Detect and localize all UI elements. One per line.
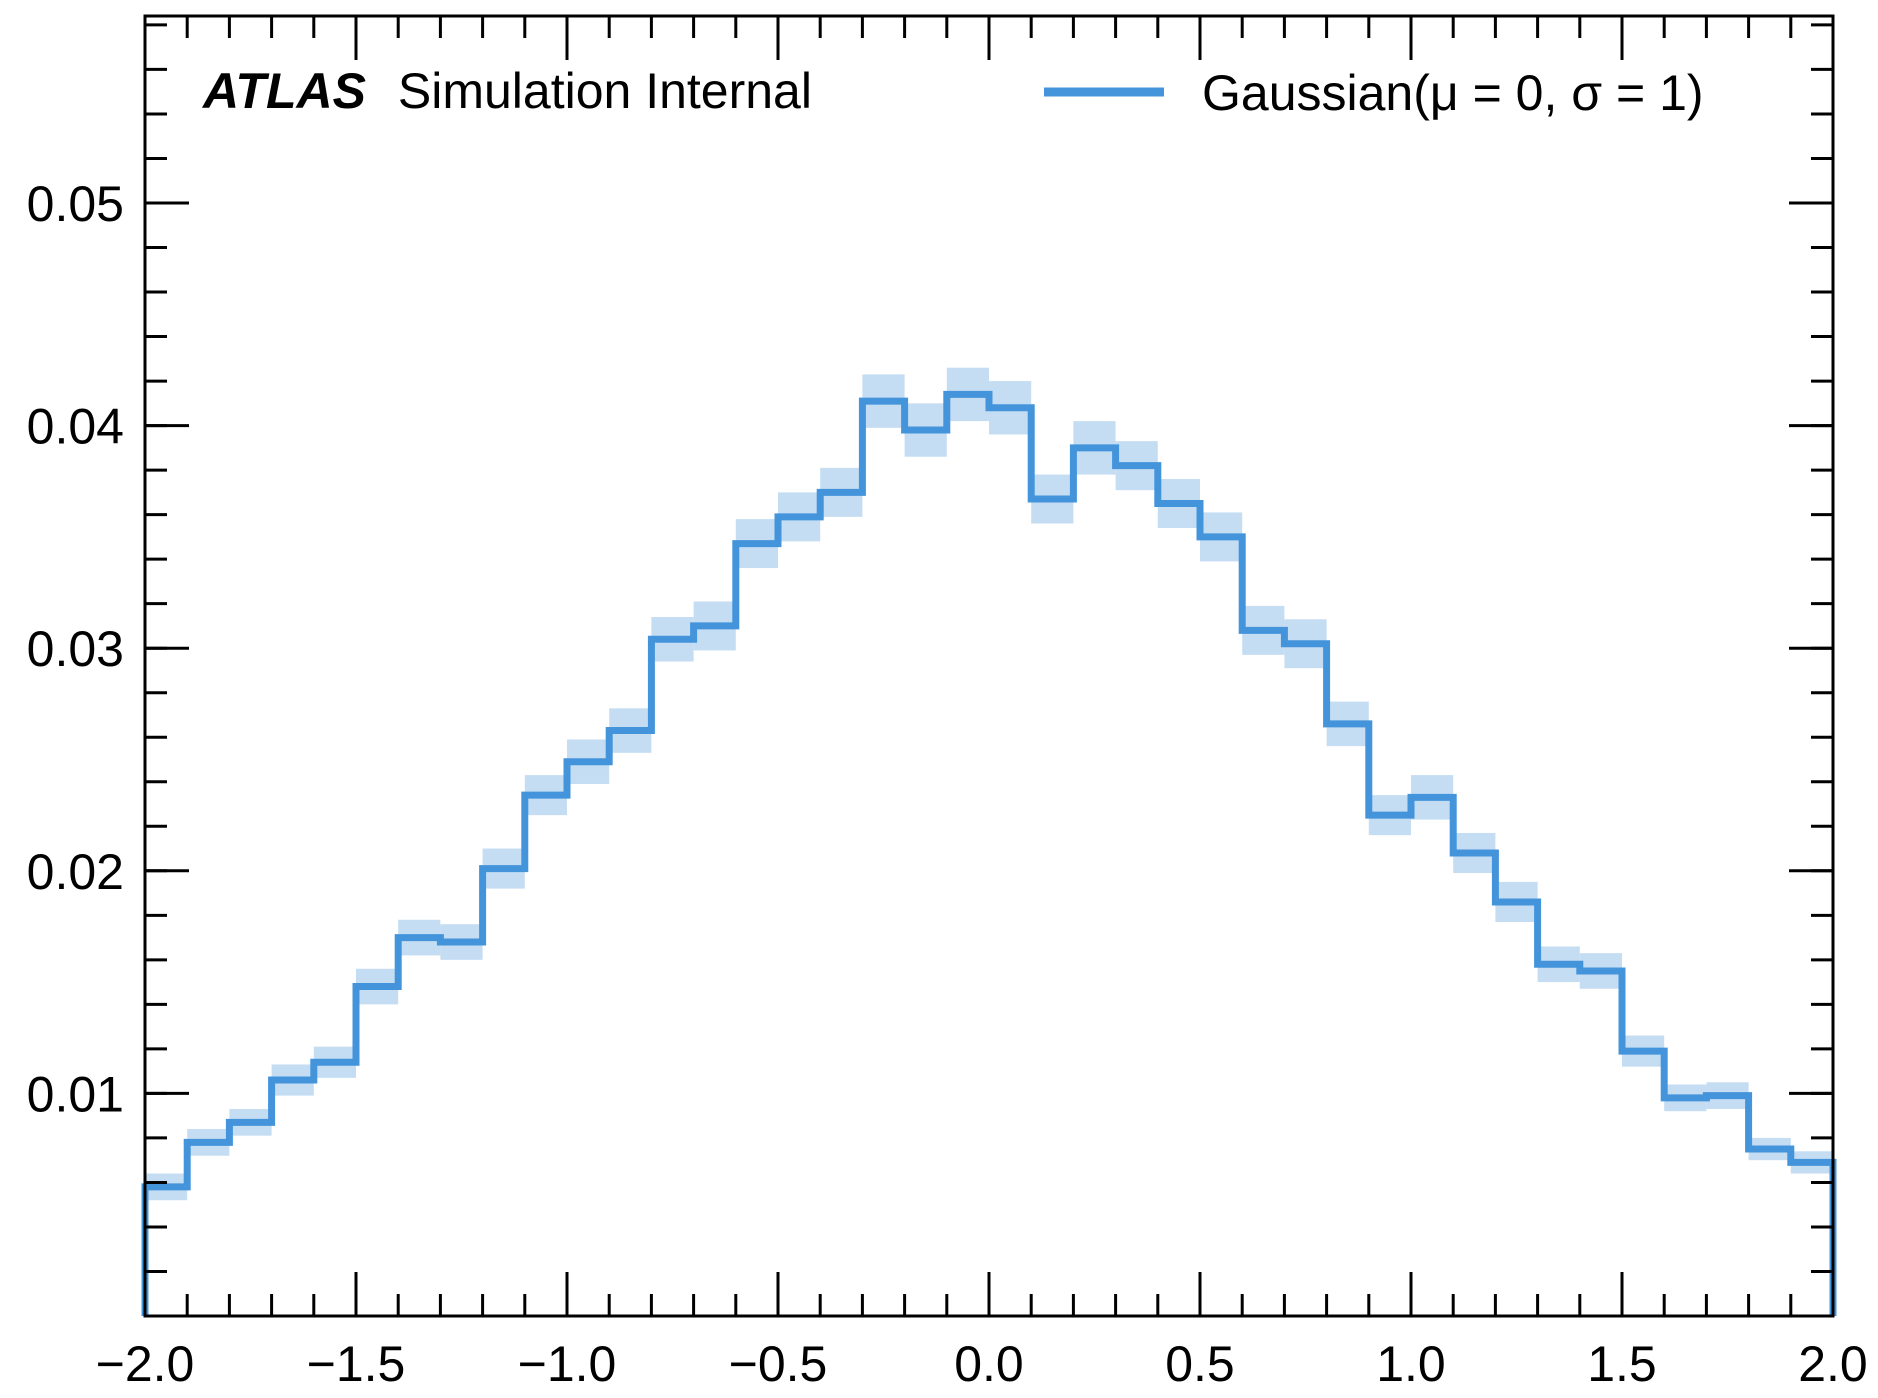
x-tick-label: 0.0 bbox=[954, 1336, 1024, 1392]
atlas-bold-text: ATLAS bbox=[201, 63, 366, 119]
x-tick-label: 0.5 bbox=[1165, 1336, 1235, 1392]
atlas-sub-text: Simulation Internal bbox=[398, 63, 812, 119]
x-tick-label: 2.0 bbox=[1798, 1336, 1868, 1392]
atlas-annotation: ATLAS Simulation Internal bbox=[201, 63, 812, 119]
y-tick-label: 0.05 bbox=[27, 176, 124, 232]
x-tick-label: −1.5 bbox=[307, 1336, 406, 1392]
plot-area bbox=[141, 367, 1837, 1316]
x-tick-label: −1.0 bbox=[518, 1336, 617, 1392]
x-tick-label: −2.0 bbox=[96, 1336, 195, 1392]
legend-label: Gaussian(μ = 0, σ = 1) bbox=[1202, 65, 1704, 121]
y-tick-label: 0.02 bbox=[27, 844, 124, 900]
axes: −2.0 −1.5 −1.0 −0.5 0.0 0.5 1.0 1.5 2.0 0.01 0.02 0… bbox=[27, 14, 1868, 1392]
y-tick-label: 0.01 bbox=[27, 1066, 124, 1122]
histogram-step-line bbox=[141, 390, 1837, 1316]
x-tick-label: −0.5 bbox=[729, 1336, 828, 1392]
y-tick-label: 0.04 bbox=[27, 399, 124, 455]
atlas-label: ATLAS Simulation Internal bbox=[201, 63, 812, 119]
plot-frame bbox=[143, 14, 1835, 1318]
x-tick-label: 1.5 bbox=[1587, 1336, 1657, 1392]
y-tick-label: 0.03 bbox=[27, 621, 124, 677]
legend: Gaussian(μ = 0, σ = 1) bbox=[1044, 65, 1704, 121]
x-tick-label: 1.0 bbox=[1376, 1336, 1446, 1392]
